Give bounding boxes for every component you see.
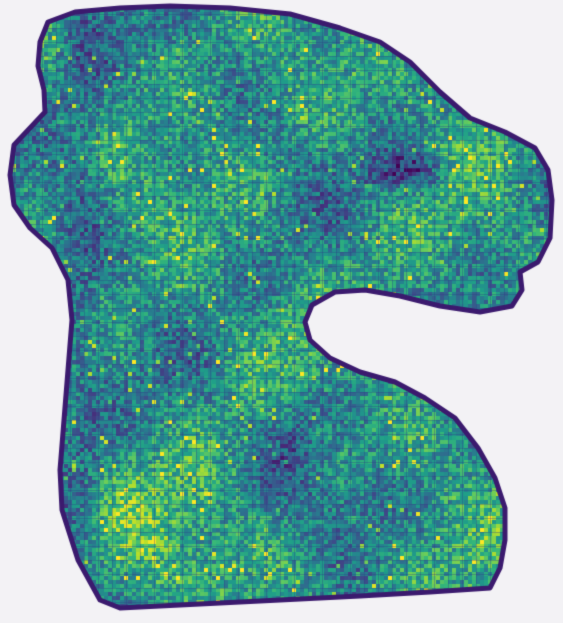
tissue-heatmap-canvas <box>0 0 563 623</box>
tissue-heatmap-image <box>0 0 563 623</box>
